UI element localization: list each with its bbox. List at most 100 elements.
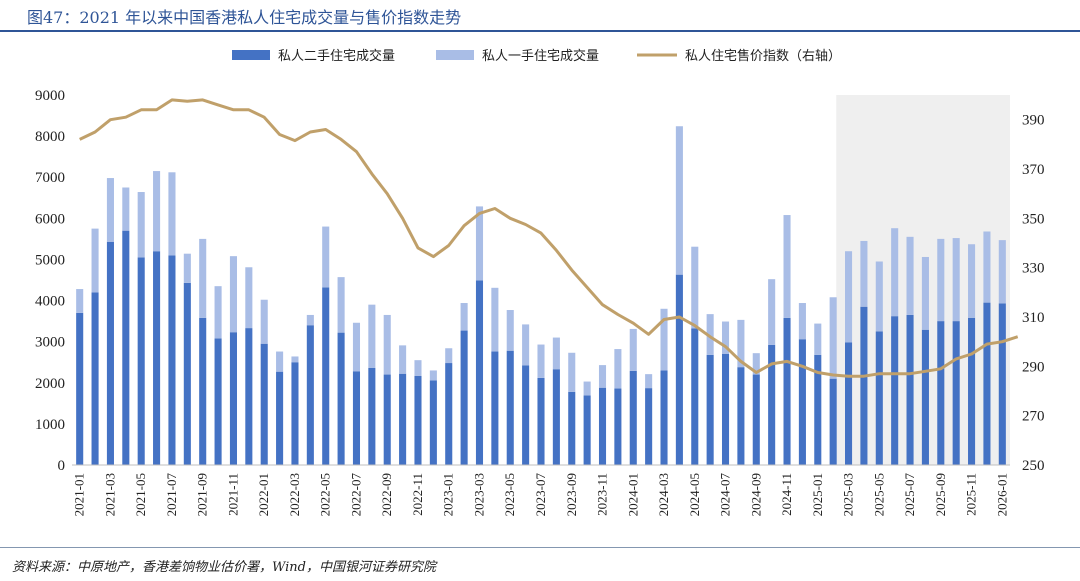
y-right-tick-label: 350 bbox=[1022, 211, 1045, 227]
bar-secondary bbox=[137, 257, 145, 465]
x-tick-label: 2025-09 bbox=[933, 473, 948, 516]
bar-primary bbox=[706, 314, 714, 355]
bar-primary bbox=[552, 337, 560, 370]
bar-secondary bbox=[968, 317, 976, 465]
bar-secondary bbox=[337, 332, 345, 465]
bar-secondary bbox=[829, 378, 837, 465]
bar-primary bbox=[322, 226, 330, 288]
bar-primary bbox=[522, 324, 530, 366]
legend-swatch bbox=[232, 50, 270, 60]
x-tick-label: 2025-11 bbox=[964, 473, 979, 516]
bar-secondary bbox=[614, 388, 622, 465]
bar-secondary bbox=[91, 292, 99, 465]
bar-secondary bbox=[860, 306, 868, 465]
bar-secondary bbox=[260, 343, 268, 465]
bar-secondary bbox=[76, 312, 84, 465]
bar-primary bbox=[491, 287, 499, 352]
bar-primary bbox=[460, 303, 468, 331]
bar-primary bbox=[199, 238, 207, 318]
bar-secondary bbox=[798, 339, 806, 465]
y-right-tick-label: 270 bbox=[1022, 409, 1045, 425]
bar-secondary bbox=[460, 330, 468, 465]
legend-label: 私人住宅售价指数（右轴） bbox=[685, 48, 841, 64]
y-left-tick-label: 0 bbox=[58, 458, 66, 474]
x-tick-label: 2021-03 bbox=[102, 473, 117, 516]
bar-secondary bbox=[183, 282, 191, 465]
bar-primary bbox=[921, 256, 929, 330]
y-left-tick-label: 8000 bbox=[35, 129, 65, 145]
bar-primary bbox=[153, 171, 161, 252]
bar-primary bbox=[829, 297, 837, 379]
bar-primary bbox=[337, 277, 345, 333]
x-tick-label: 2021-01 bbox=[72, 473, 87, 516]
figure-title: 图47：2021 年以来中国香港私人住宅成交量与售价指数走势 bbox=[27, 8, 462, 27]
bar-secondary bbox=[445, 363, 453, 465]
bar-secondary bbox=[429, 380, 437, 465]
x-tick-label: 2023-11 bbox=[595, 473, 610, 516]
bar-secondary bbox=[537, 377, 545, 465]
bar-primary bbox=[721, 321, 730, 354]
bar-secondary bbox=[921, 329, 929, 465]
legend: 私人二手住宅成交量 私人一手住宅成交量 私人住宅售价指数（右轴） bbox=[232, 48, 841, 64]
y-right-tick-label: 290 bbox=[1022, 359, 1045, 375]
x-tick-label: 2024-09 bbox=[748, 473, 763, 516]
x-tick-label: 2026-01 bbox=[994, 473, 1009, 516]
bar-secondary bbox=[491, 351, 499, 465]
bar-secondary bbox=[645, 388, 653, 465]
bar-primary bbox=[168, 172, 176, 256]
bar-primary bbox=[952, 238, 960, 322]
bar-primary bbox=[276, 351, 284, 372]
bottom-rule bbox=[0, 547, 1080, 548]
bar-primary bbox=[860, 240, 868, 307]
bar-primary bbox=[737, 319, 745, 368]
bar-primary bbox=[229, 256, 237, 333]
bar-primary bbox=[183, 253, 191, 283]
bar-primary bbox=[906, 236, 914, 315]
bar-secondary bbox=[845, 342, 853, 465]
bar-primary bbox=[598, 365, 607, 388]
bar-primary bbox=[645, 374, 653, 389]
price-index-line bbox=[79, 98, 1019, 378]
bar-secondary bbox=[983, 302, 991, 465]
bar-secondary bbox=[199, 317, 207, 465]
bar-primary bbox=[506, 310, 514, 351]
bar-secondary bbox=[245, 328, 253, 465]
bar-primary bbox=[998, 240, 1006, 304]
x-tick-label: 2022-03 bbox=[287, 473, 302, 516]
x-tick-label: 2025-07 bbox=[902, 473, 917, 517]
x-tick-label: 2023-03 bbox=[471, 473, 486, 516]
bar-primary bbox=[445, 348, 453, 364]
bar-secondary bbox=[522, 365, 530, 465]
bar-primary bbox=[568, 352, 576, 392]
bar-secondary bbox=[153, 251, 161, 465]
y-right-tick-label: 370 bbox=[1022, 162, 1045, 178]
bar-primary bbox=[137, 192, 145, 258]
x-tick-label: 2025-03 bbox=[841, 473, 856, 516]
bar-primary bbox=[91, 228, 99, 293]
bar-secondary bbox=[276, 371, 284, 465]
bar-primary bbox=[106, 178, 114, 242]
legend-label: 私人二手住宅成交量 bbox=[278, 48, 395, 64]
bar-primary bbox=[675, 126, 683, 275]
bar-primary bbox=[660, 308, 668, 371]
bar-secondary bbox=[229, 332, 237, 465]
bar-secondary bbox=[875, 331, 883, 465]
bar-secondary bbox=[583, 395, 591, 465]
bar-secondary bbox=[998, 303, 1006, 465]
bar-secondary bbox=[768, 344, 776, 465]
x-tick-label: 2021-07 bbox=[164, 473, 179, 517]
y-left-tick-label: 9000 bbox=[35, 88, 65, 104]
bar-primary bbox=[629, 328, 637, 371]
bar-primary bbox=[937, 238, 945, 322]
bar-secondary bbox=[737, 367, 745, 465]
x-tick-label: 2023-01 bbox=[441, 473, 456, 516]
bar-secondary bbox=[414, 375, 422, 465]
bar-primary bbox=[399, 345, 407, 374]
bar-primary bbox=[475, 206, 484, 281]
chart: 0 1000 2000 3000 4000 5000 6000 7000 8000 9000 250… bbox=[35, 48, 1045, 517]
y-right-tick-label: 250 bbox=[1022, 458, 1045, 474]
bar-secondary bbox=[214, 338, 222, 465]
y-left-tick-label: 3000 bbox=[35, 335, 65, 351]
x-tick-label: 2023-09 bbox=[564, 473, 579, 516]
x-tick-label: 2024-01 bbox=[625, 473, 640, 516]
